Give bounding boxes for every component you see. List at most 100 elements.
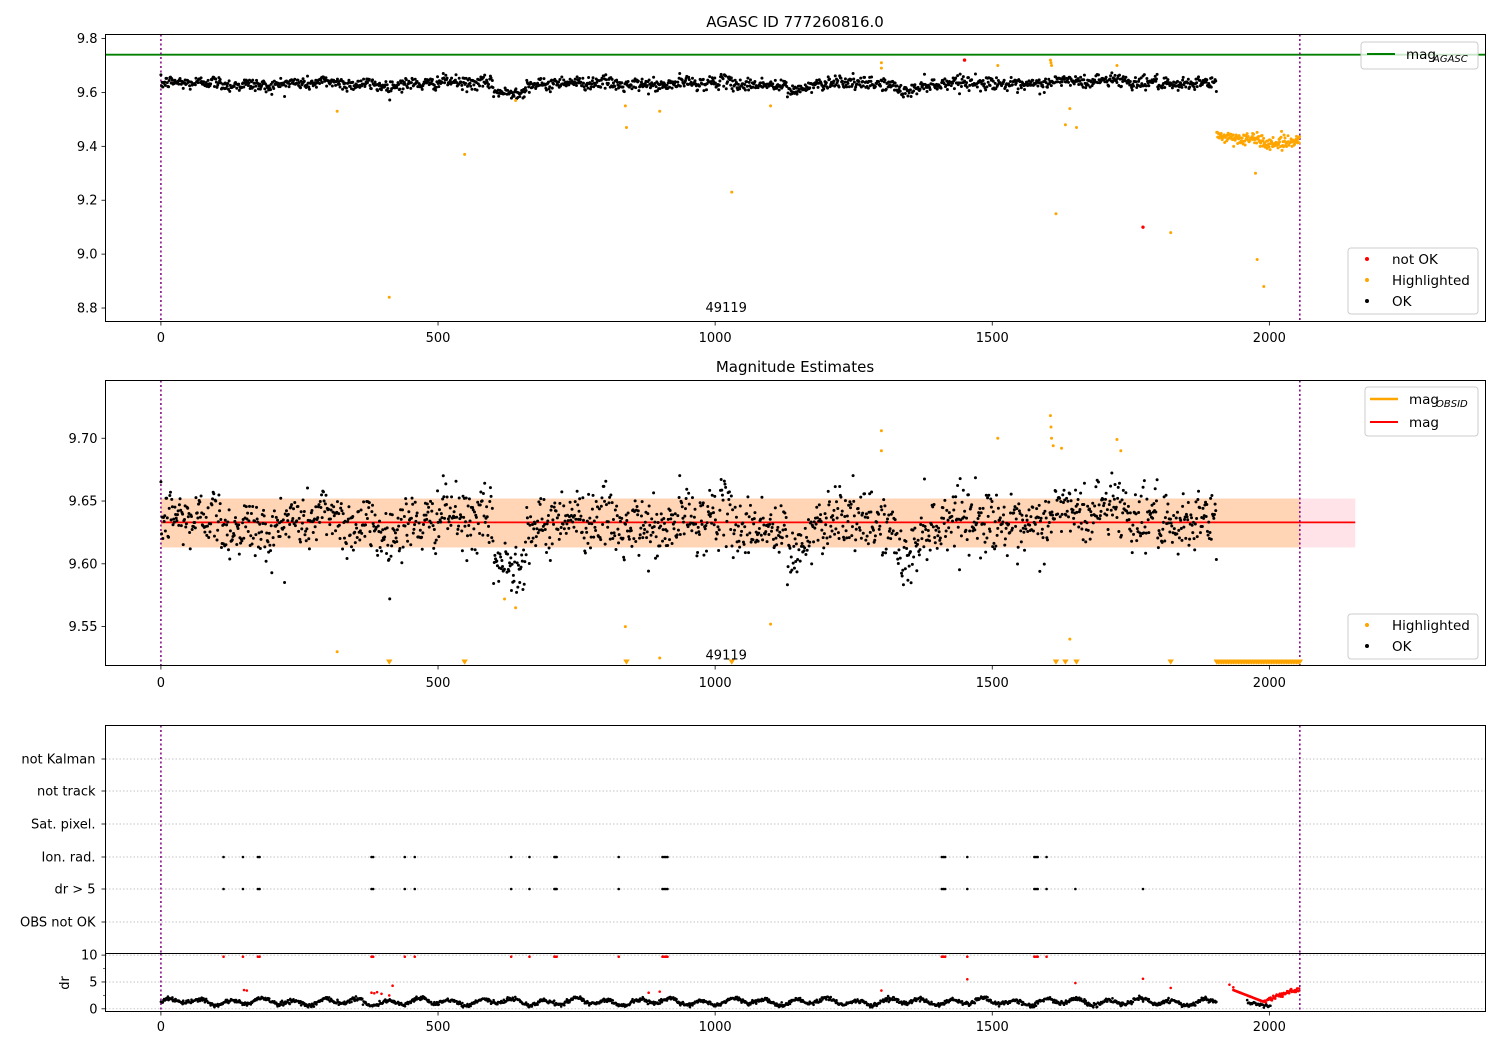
data-point-ok (1195, 517, 1199, 521)
data-point-ok (385, 552, 389, 556)
data-point-ok (857, 79, 861, 83)
data-point-ok (647, 504, 651, 508)
data-point-ok (627, 535, 631, 539)
data-point-ok (697, 530, 701, 534)
data-point-ok (397, 82, 401, 86)
data-point-ok (509, 588, 513, 592)
data-point-ok (650, 517, 654, 521)
data-point-ok (1068, 529, 1072, 533)
data-point-ok (1186, 77, 1190, 81)
data-point-ok (1181, 492, 1185, 496)
data-point-ok (748, 531, 752, 535)
data-point-ok (1117, 481, 1121, 485)
data-point-ok (834, 527, 838, 531)
data-point-ok (384, 80, 388, 84)
data-point-ok (785, 583, 789, 587)
data-point-ok (361, 997, 364, 1001)
data-point-ok (966, 493, 970, 497)
below-axis-marker (1062, 659, 1069, 665)
data-point-ok (1175, 510, 1179, 514)
data-point-ok (212, 534, 216, 538)
data-point-ok (668, 85, 672, 89)
data-point-highlighted (514, 606, 518, 610)
data-point-ok (675, 997, 678, 1001)
data-point-ok (745, 84, 749, 88)
data-point-ok (736, 549, 740, 553)
data-point-ok (785, 95, 789, 99)
data-point-ok (167, 506, 171, 510)
data-point-ok (808, 540, 812, 544)
data-point-ok (643, 527, 647, 531)
data-point-ok (1172, 527, 1176, 531)
data-point-ok (168, 494, 172, 498)
data-point-ok (1109, 74, 1113, 78)
data-point-ok (900, 571, 904, 575)
data-point-ok (267, 531, 271, 535)
data-point-ok (580, 530, 584, 534)
below-axis-marker (1167, 659, 1174, 665)
data-point-ok (852, 514, 856, 518)
data-point-ok (727, 498, 731, 502)
data-point-ok (701, 501, 705, 505)
data-point-ok (193, 526, 197, 530)
data-point-ok (615, 514, 619, 518)
data-point-ok (895, 84, 899, 88)
data-point-ok (608, 495, 612, 499)
data-point-ok (505, 999, 508, 1003)
data-point-ok (234, 522, 238, 526)
data-point-ok (237, 523, 241, 527)
data-point-ok (319, 78, 323, 82)
data-point-ok (622, 558, 626, 562)
data-point-highlighted (1054, 212, 1058, 216)
data-point-ok (967, 553, 971, 557)
data-point-ok (672, 527, 676, 531)
data-point-ok (527, 562, 531, 566)
data-point-ok (488, 500, 492, 504)
flag-point (1141, 887, 1145, 891)
data-point-ok (311, 531, 315, 535)
data-point-ok (1145, 497, 1149, 501)
data-point-ok (341, 512, 345, 516)
data-point-ok (1140, 82, 1144, 86)
data-point-ok (469, 84, 473, 88)
data-point-ok (739, 533, 743, 537)
data-point-highlighted (1252, 132, 1256, 136)
data-point-ok (209, 522, 213, 526)
data-point-ok (219, 518, 223, 522)
data-point-ok (915, 569, 919, 573)
data-point-ok (346, 81, 350, 85)
data-point-ok (581, 81, 585, 85)
data-point-ok (530, 1005, 534, 1008)
data-point-ok (562, 78, 566, 82)
data-point-ok (376, 553, 380, 557)
data-point-ok (975, 521, 979, 525)
data-point-ok (741, 521, 745, 525)
data-point-ok (317, 503, 321, 507)
data-point-ok (251, 78, 255, 82)
data-point-ok (314, 85, 318, 89)
data-point-ok (588, 516, 592, 520)
data-point-ok (1016, 87, 1020, 91)
flag-point (1045, 887, 1048, 891)
data-point-ok (746, 76, 750, 80)
data-point-ok (816, 538, 820, 542)
data-point-ok (501, 565, 505, 569)
data-point-ok (288, 82, 292, 86)
data-point-ok (1121, 75, 1125, 79)
data-point-ok (725, 519, 729, 523)
data-point-ok (1143, 525, 1147, 529)
category-label: Ion. rad. (42, 851, 96, 866)
data-point-ok (748, 78, 752, 82)
data-point-ok (405, 533, 409, 537)
data-point-ok (335, 77, 339, 81)
data-point-ok (520, 559, 524, 563)
data-point-ok (851, 474, 855, 478)
data-point-ok (990, 500, 994, 504)
data-point-ok (1177, 528, 1181, 532)
data-point-ok (564, 531, 568, 535)
data-point-ok (784, 516, 788, 520)
data-point-ok (560, 490, 564, 494)
data-point-ok (676, 528, 680, 532)
data-point-ok (450, 495, 454, 499)
data-point-ok (371, 522, 375, 526)
